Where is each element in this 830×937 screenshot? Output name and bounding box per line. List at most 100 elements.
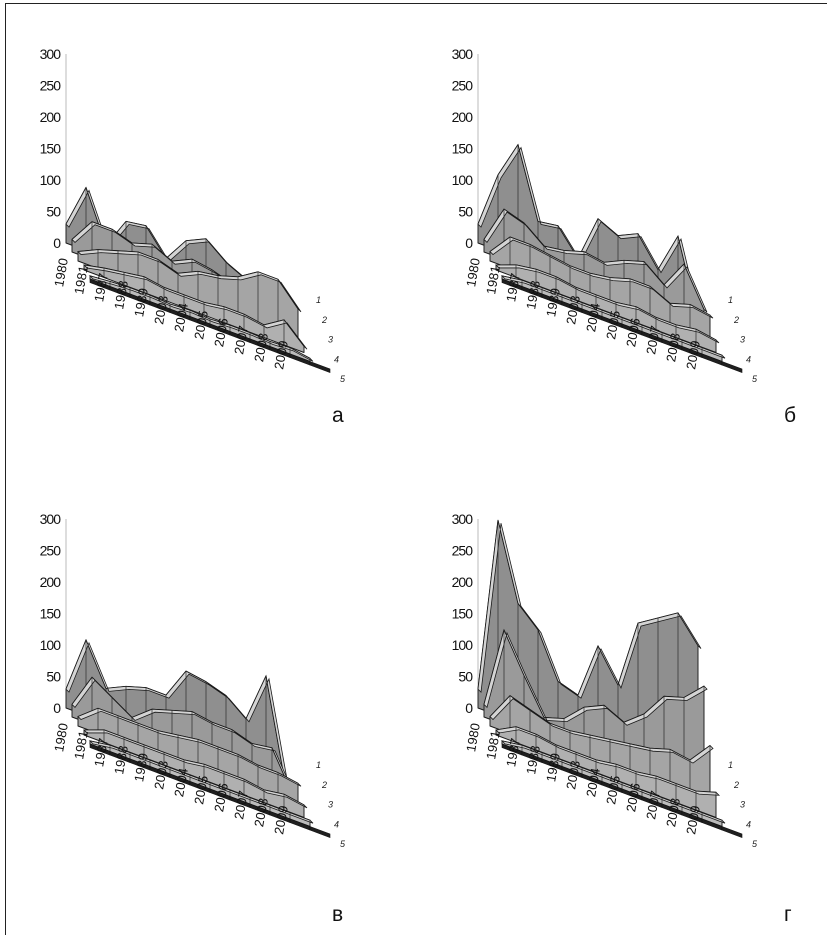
x-tick-label: 1981 [71,264,91,295]
x-tick-label: 1988 [523,279,543,310]
x-tick-label: 2004 [171,302,191,333]
figure-frame [5,3,827,935]
depth-tick-label: 5 [340,839,346,849]
x-tick-label: 2003 [563,294,583,325]
x-tick-label: 1988 [111,279,131,310]
y-tick-label: 200 [452,109,474,125]
x-tick-label: 2009 [271,339,291,370]
x-tick-label: 2008 [663,797,683,828]
panel-label-v: в [332,903,344,926]
x-tick-label: 2005 [191,774,211,805]
x-tick-label: 2007 [643,324,663,355]
y-tick-label: 50 [458,204,473,220]
depth-tick-label: 5 [752,839,758,849]
chart-panel-v: 0 50 100 150 200 250 300 1980 1981 1987 1988 1989 20… [8,470,418,930]
depth-tick-label: 5 [752,374,758,384]
x-tick-label: 2009 [683,804,703,835]
y-tick-label: 150 [40,606,62,622]
depth-tick-label: 2 [733,315,739,325]
y-tick-label: 300 [452,46,474,62]
y-tick-label: 0 [53,700,61,716]
y-tick-label: 250 [40,78,62,94]
floor-slab [721,361,743,374]
x-tick-label: 2005 [603,309,623,340]
x-tick-label: 1980 [51,722,71,753]
y-tick-label: 100 [40,172,62,188]
y-tick-label: 150 [452,141,474,157]
x-tick-label: 1981 [71,729,91,760]
x-tick-label: 2005 [191,309,211,340]
chart-panel-a: 0 50 100 150 200 250 300 1980 1981 1987 1988 1989 20… [8,5,418,465]
x-tick-label: 2005 [603,774,623,805]
floor-slab [721,826,743,839]
depth-tick-label: 4 [746,819,751,829]
x-tick-label: 1989 [543,752,563,783]
x-tick-label: 2004 [171,767,191,798]
y-tick-label: 300 [40,46,62,62]
x-tick-label: 1987 [503,737,523,768]
y-tick-label: 200 [40,109,62,125]
x-tick-label: 2009 [271,804,291,835]
x-tick-label: 2007 [231,324,251,355]
chart-panel-g: 0 50 100 150 200 250 300 1980 1981 1987 1988 1989 20… [420,470,830,930]
x-tick-label: 2003 [563,759,583,790]
y-tick-label: 0 [465,700,473,716]
depth-tick-label: 5 [340,374,346,384]
series-top-edge-1 [477,520,702,699]
panel-label-g: г [784,903,792,926]
floor-slab [309,826,331,839]
y-tick-label: 250 [40,543,62,559]
depth-tick-label: 2 [321,780,327,790]
x-tick-label: 2009 [683,339,703,370]
depth-tick-label: 1 [316,760,321,770]
floor-slab [309,361,331,374]
y-tick-label: 50 [458,669,473,685]
x-tick-label: 1987 [91,737,111,768]
x-tick-label: 1988 [111,744,131,775]
y-tick-label: 100 [452,637,474,653]
x-tick-label: 2008 [251,797,271,828]
depth-tick-label: 4 [746,354,751,364]
x-tick-label: 1981 [483,264,503,295]
x-tick-label: 1981 [483,729,503,760]
y-tick-label: 150 [40,141,62,157]
depth-tick-label: 3 [328,800,333,810]
panel-label-a: а [332,404,344,427]
y-tick-label: 100 [40,637,62,653]
x-tick-label: 2006 [623,317,643,348]
depth-tick-label: 1 [728,295,733,305]
x-tick-label: 2004 [583,302,603,333]
x-tick-label: 2004 [583,767,603,798]
chart-panel-b: 0 50 100 150 200 250 300 1980 1981 1987 1988 1989 20… [420,5,830,465]
depth-tick-label: 1 [728,760,733,770]
x-tick-label: 1980 [463,722,483,753]
y-tick-label: 150 [452,606,474,622]
depth-tick-label: 2 [733,780,739,790]
x-tick-label: 1989 [543,287,563,318]
depth-tick-label: 4 [334,354,339,364]
y-tick-label: 0 [465,235,473,251]
x-tick-label: 2008 [251,332,271,363]
depth-tick-label: 3 [328,335,333,345]
y-tick-label: 0 [53,235,61,251]
depth-tick-label: 1 [316,295,321,305]
y-tick-label: 200 [452,574,474,590]
x-tick-label: 2008 [663,332,683,363]
y-tick-label: 200 [40,574,62,590]
panel-label-b: б [784,404,797,427]
y-tick-label: 50 [46,204,61,220]
x-tick-label: 2006 [211,782,231,813]
x-tick-label: 1987 [503,272,523,303]
y-tick-label: 100 [452,172,474,188]
y-tick-label: 300 [452,511,474,527]
x-tick-label: 1980 [463,257,483,288]
x-tick-label: 2007 [231,789,251,820]
x-tick-label: 1987 [91,272,111,303]
x-tick-label: 2007 [643,789,663,820]
x-tick-label: 2003 [151,294,171,325]
y-tick-label: 50 [46,669,61,685]
